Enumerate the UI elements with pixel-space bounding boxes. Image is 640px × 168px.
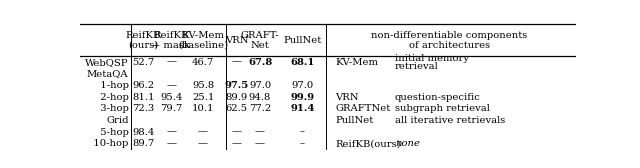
Text: non-differentiable components
of architectures: non-differentiable components of archite… [371, 31, 527, 50]
Text: —: — [232, 139, 242, 148]
Text: 91.4: 91.4 [290, 104, 314, 113]
Text: ReifKB
+ mask: ReifKB + mask [152, 31, 190, 50]
Text: 5-hop: 5-hop [93, 128, 129, 137]
Text: subgraph retrieval: subgraph retrieval [395, 104, 490, 113]
Text: —: — [166, 139, 176, 148]
Text: 1-hop: 1-hop [93, 81, 129, 90]
Text: 99.9: 99.9 [290, 93, 314, 102]
Text: ReifKB(ours): ReifKB(ours) [335, 139, 401, 148]
Text: 89.9: 89.9 [226, 93, 248, 102]
Text: 81.1: 81.1 [132, 93, 155, 102]
Text: 52.7: 52.7 [132, 58, 155, 67]
Text: VRN: VRN [335, 93, 359, 102]
Text: 97.5: 97.5 [225, 81, 249, 90]
Text: 46.7: 46.7 [192, 58, 214, 67]
Text: ReifKB
(ours): ReifKB (ours) [126, 31, 161, 50]
Text: —: — [232, 128, 242, 137]
Text: —: — [166, 128, 176, 137]
Text: KV-Mem
(baseline): KV-Mem (baseline) [178, 31, 228, 50]
Text: 67.8: 67.8 [248, 58, 272, 67]
Text: question-specific: question-specific [395, 93, 481, 102]
Text: —: — [255, 128, 265, 137]
Text: all iterative retrievals: all iterative retrievals [395, 116, 505, 125]
Text: 2-hop: 2-hop [93, 93, 129, 102]
Text: 10-hop: 10-hop [87, 139, 129, 148]
Text: 89.7: 89.7 [132, 139, 155, 148]
Text: 25.1: 25.1 [192, 93, 214, 102]
Text: 3-hop: 3-hop [93, 104, 129, 113]
Text: initial memory: initial memory [395, 54, 469, 63]
Text: —: — [232, 58, 242, 67]
Text: –: – [300, 128, 305, 137]
Text: MetaQA: MetaQA [87, 69, 129, 78]
Text: —: — [255, 139, 265, 148]
Text: —: — [166, 58, 176, 67]
Text: 97.0: 97.0 [249, 81, 271, 90]
Text: retrieval: retrieval [395, 62, 438, 71]
Text: 96.2: 96.2 [132, 81, 154, 90]
Text: —: — [198, 128, 208, 137]
Text: VRN: VRN [225, 36, 248, 45]
Text: 97.0: 97.0 [291, 81, 314, 90]
Text: 79.7: 79.7 [160, 104, 182, 113]
Text: 77.2: 77.2 [249, 104, 271, 113]
Text: –: – [300, 139, 305, 148]
Text: KV-Mem: KV-Mem [335, 58, 378, 67]
Text: 10.1: 10.1 [192, 104, 214, 113]
Text: none: none [395, 139, 420, 148]
Text: —: — [166, 81, 176, 90]
Text: WebQSP: WebQSP [85, 58, 129, 67]
Text: 98.4: 98.4 [132, 128, 155, 137]
Text: Grid: Grid [106, 116, 129, 125]
Text: GRAFT-
Net: GRAFT- Net [241, 31, 280, 50]
Text: 95.4: 95.4 [160, 93, 182, 102]
Text: 62.5: 62.5 [226, 104, 248, 113]
Text: 72.3: 72.3 [132, 104, 155, 113]
Text: 94.8: 94.8 [249, 93, 271, 102]
Text: PullNet: PullNet [335, 116, 374, 125]
Text: GRAFTNet: GRAFTNet [335, 104, 390, 113]
Text: —: — [198, 139, 208, 148]
Text: PullNet: PullNet [283, 36, 321, 45]
Text: 95.8: 95.8 [192, 81, 214, 90]
Text: 68.1: 68.1 [290, 58, 314, 67]
